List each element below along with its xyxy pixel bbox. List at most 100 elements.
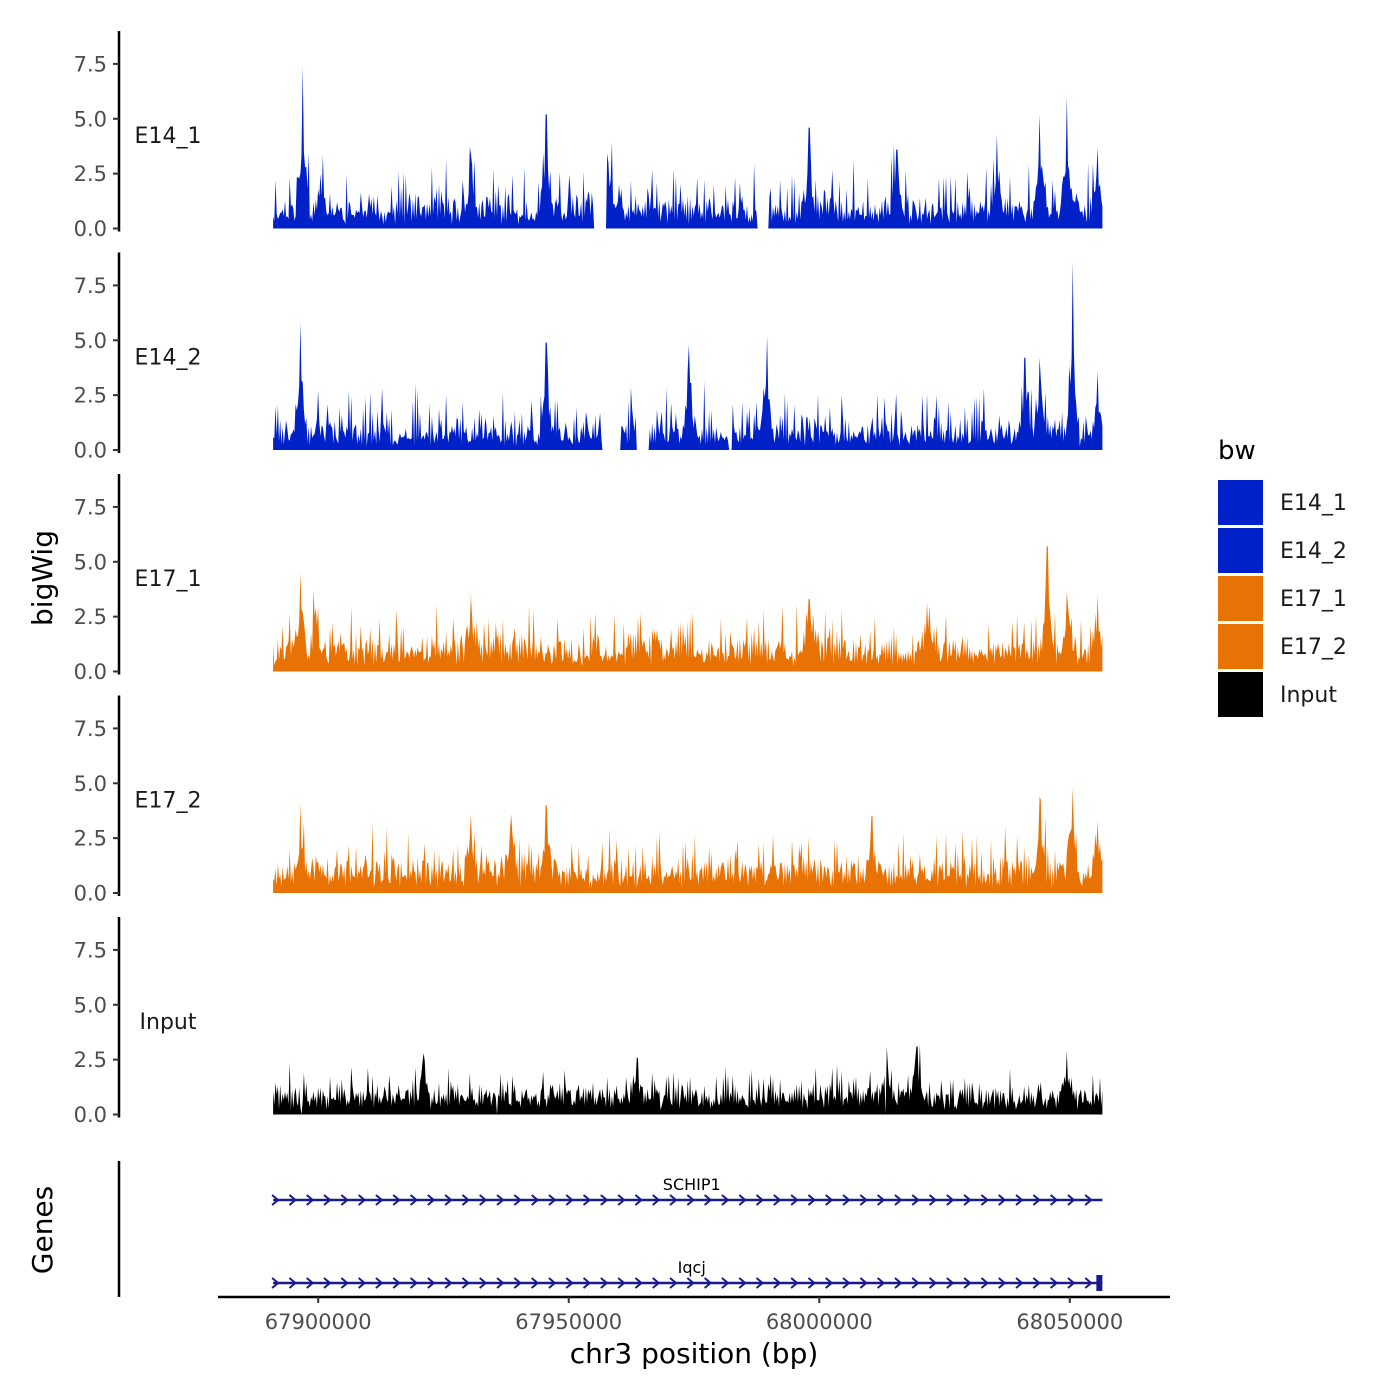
y-tick-label: 5.0 bbox=[74, 993, 107, 1017]
strand-arrow bbox=[842, 1194, 851, 1206]
strand-arrow bbox=[582, 1194, 592, 1206]
x-axis-title: chr3 position (bp) bbox=[570, 1337, 819, 1370]
gene-SCHIP1: SCHIP1 bbox=[271, 1175, 1103, 1206]
track-E17_2: 0.0 2.5 5.0 7.5 E17_2 bbox=[74, 695, 1103, 906]
strand-arrow bbox=[323, 1277, 332, 1289]
strand-arrow bbox=[375, 1194, 384, 1206]
strand-arrow bbox=[980, 1194, 989, 1206]
strand-arrow bbox=[530, 1277, 540, 1289]
legend-label: E14_2 bbox=[1280, 539, 1347, 564]
strand-arrow bbox=[375, 1277, 384, 1289]
y-tick-label: 2.5 bbox=[74, 827, 107, 851]
strand-arrow bbox=[859, 1277, 868, 1289]
strand-arrow bbox=[773, 1277, 782, 1289]
strand-arrow bbox=[876, 1277, 886, 1289]
strand-arrow bbox=[894, 1194, 903, 1206]
strand-arrow bbox=[703, 1194, 713, 1206]
strand-arrow bbox=[946, 1277, 955, 1289]
x-tick-label: 68000000 bbox=[766, 1310, 873, 1334]
x-tick-label: 68050000 bbox=[1016, 1310, 1123, 1334]
strand-arrow bbox=[669, 1194, 678, 1206]
strand-arrow bbox=[409, 1194, 419, 1206]
x-tick-label: 67950000 bbox=[515, 1310, 622, 1334]
y-tick-label: 0.0 bbox=[74, 882, 107, 906]
track-label: E14_2 bbox=[135, 346, 202, 371]
y-tick-label: 0.0 bbox=[74, 217, 107, 241]
y-tick-label: 7.5 bbox=[74, 938, 107, 962]
y-tick-label: 0.0 bbox=[74, 439, 107, 463]
strand-arrow bbox=[790, 1194, 799, 1206]
strand-arrow bbox=[686, 1277, 695, 1289]
legend-key-E14_2 bbox=[1218, 528, 1263, 573]
strand-arrow bbox=[946, 1194, 955, 1206]
track-E14_2: 0.0 2.5 5.0 7.5 E14_2 bbox=[74, 252, 1103, 463]
strand-arrow bbox=[1032, 1194, 1041, 1206]
strand-arrow bbox=[652, 1277, 661, 1289]
strand-arrow bbox=[894, 1277, 903, 1289]
strand-arrow bbox=[323, 1194, 332, 1206]
track-label: E14_1 bbox=[135, 124, 202, 149]
y-tick-label: 5.0 bbox=[74, 550, 107, 574]
strand-arrow bbox=[461, 1194, 470, 1206]
strand-arrow bbox=[738, 1194, 747, 1206]
strand-arrow bbox=[859, 1194, 868, 1206]
strand-arrow bbox=[1015, 1277, 1024, 1289]
y-tick-label: 7.5 bbox=[74, 274, 107, 298]
legend-title: bw bbox=[1218, 436, 1256, 466]
strand-arrow bbox=[271, 1194, 280, 1206]
strand-arrow bbox=[755, 1194, 765, 1206]
strand-arrow bbox=[513, 1277, 522, 1289]
legend-label: E14_1 bbox=[1280, 491, 1347, 516]
strand-arrow bbox=[444, 1277, 453, 1289]
strand-arrow bbox=[600, 1277, 609, 1289]
strand-arrow bbox=[807, 1277, 816, 1289]
strand-arrow bbox=[617, 1194, 626, 1206]
y-axis-title: bigWig bbox=[26, 530, 59, 626]
track-E17_1: 0.0 2.5 5.0 7.5 E17_1 bbox=[74, 474, 1103, 684]
strand-arrow bbox=[530, 1194, 540, 1206]
legend: bw E14_1 E14_2 E17_1 E17_2 Input bbox=[1218, 436, 1347, 717]
strand-arrow bbox=[1049, 1277, 1059, 1289]
track-E14_1: 0.0 2.5 5.0 7.5 E14_1 bbox=[74, 31, 1103, 241]
y-tick-label: 7.5 bbox=[74, 52, 107, 76]
legend-key-E17_1 bbox=[1218, 576, 1263, 621]
strand-arrow bbox=[1067, 1194, 1076, 1206]
y-tick-label: 2.5 bbox=[74, 605, 107, 629]
signal-area-E14_2 bbox=[273, 261, 1103, 450]
gene-Iqcj: Iqcj bbox=[271, 1258, 1103, 1291]
y-tick-label: 2.5 bbox=[74, 162, 107, 186]
x-tick-label: 67900000 bbox=[265, 1310, 372, 1334]
strand-arrow bbox=[461, 1277, 470, 1289]
y-tick-label: 5.0 bbox=[74, 107, 107, 131]
strand-arrow bbox=[548, 1194, 557, 1206]
legend-key-E14_1 bbox=[1218, 480, 1263, 525]
strand-arrow bbox=[357, 1194, 367, 1206]
strand-arrow bbox=[738, 1277, 747, 1289]
strand-arrow bbox=[1049, 1194, 1059, 1206]
legend-label: Input bbox=[1280, 683, 1337, 708]
strand-arrow bbox=[306, 1277, 315, 1289]
strand-arrow bbox=[928, 1194, 938, 1206]
strand-arrow bbox=[496, 1194, 505, 1206]
strand-arrow bbox=[427, 1277, 436, 1289]
y-tick-label: 7.5 bbox=[74, 495, 107, 519]
strand-arrow bbox=[427, 1194, 436, 1206]
strand-arrow bbox=[1084, 1194, 1093, 1206]
strand-arrow bbox=[721, 1194, 730, 1206]
strand-arrow bbox=[980, 1277, 989, 1289]
strand-arrow bbox=[876, 1194, 886, 1206]
strand-arrow bbox=[392, 1194, 401, 1206]
track-label: Input bbox=[140, 1010, 197, 1035]
strand-arrow bbox=[1067, 1277, 1076, 1289]
strand-arrow bbox=[565, 1194, 574, 1206]
strand-arrow bbox=[340, 1277, 349, 1289]
legend-label: E17_1 bbox=[1280, 587, 1347, 612]
strand-arrow bbox=[773, 1194, 782, 1206]
signal-area-E17_1 bbox=[273, 546, 1103, 672]
strand-arrow bbox=[652, 1194, 661, 1206]
strand-arrow bbox=[825, 1194, 834, 1206]
track-label: E17_2 bbox=[135, 789, 202, 814]
strand-arrow bbox=[634, 1194, 643, 1206]
strand-arrow bbox=[1032, 1277, 1041, 1289]
